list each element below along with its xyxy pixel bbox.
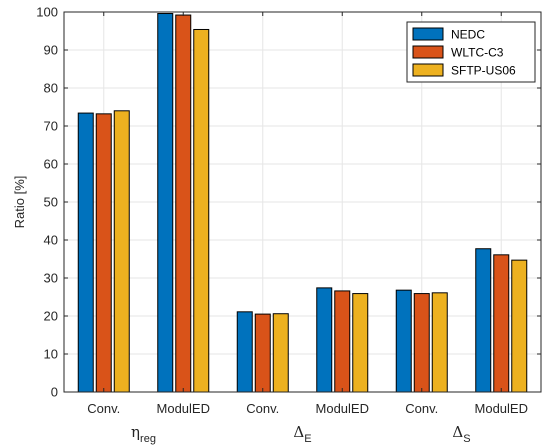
bar bbox=[236, 311, 253, 393]
bar bbox=[475, 248, 492, 393]
group-subscript: S bbox=[463, 433, 470, 445]
bar bbox=[193, 28, 210, 393]
legend-swatch bbox=[412, 27, 444, 41]
bar bbox=[316, 287, 333, 393]
y-axis-label: Ratio [%] bbox=[12, 176, 27, 229]
group-label: ηreg bbox=[131, 423, 156, 445]
y-axis: 0 10 20 30 40 50 60 70 80 90 100 bbox=[36, 5, 541, 400]
legend-swatch bbox=[412, 63, 444, 77]
y-tick-label: 40 bbox=[44, 233, 58, 248]
legend-label: WLTC-C3 bbox=[451, 46, 504, 60]
x-tick-label: ModulED bbox=[157, 401, 210, 416]
y-tick-label: 90 bbox=[44, 43, 58, 58]
y-tick-label: 60 bbox=[44, 157, 58, 172]
y-tick-label: 0 bbox=[51, 385, 58, 400]
legend-label: SFTP-US06 bbox=[451, 64, 516, 78]
legend-swatch bbox=[412, 45, 444, 59]
group-label: ΔS bbox=[452, 423, 470, 445]
x-axis: Conv. ModulED Conv. ModulED Conv. ModulED bbox=[87, 12, 528, 416]
x-tick-label: Conv. bbox=[87, 401, 120, 416]
x-tick-label: Conv. bbox=[246, 401, 279, 416]
bar bbox=[77, 112, 94, 393]
group-label: ΔE bbox=[293, 423, 311, 445]
bar bbox=[352, 293, 369, 393]
bar bbox=[511, 259, 528, 393]
y-tick-label: 30 bbox=[44, 271, 58, 286]
group-subscript: reg bbox=[140, 433, 156, 445]
y-tick-label: 80 bbox=[44, 81, 58, 96]
group-subscript: E bbox=[304, 433, 311, 445]
bar bbox=[175, 14, 192, 393]
bar bbox=[334, 290, 351, 393]
bar bbox=[113, 110, 130, 393]
y-tick-label: 70 bbox=[44, 119, 58, 134]
bar bbox=[157, 13, 174, 393]
group-symbol: η bbox=[131, 423, 140, 441]
bar bbox=[431, 292, 448, 393]
group-symbol: Δ bbox=[293, 423, 304, 441]
y-tick-label: 100 bbox=[36, 5, 58, 20]
bar bbox=[413, 293, 430, 393]
bar bbox=[254, 313, 271, 393]
bar bbox=[395, 289, 412, 393]
legend: NEDC WLTC-C3 SFTP-US06 bbox=[406, 21, 536, 83]
bar bbox=[95, 113, 112, 393]
bar bbox=[272, 313, 289, 393]
x-tick-label: ModulED bbox=[316, 401, 369, 416]
y-tick-label: 20 bbox=[44, 309, 58, 324]
y-tick-label: 10 bbox=[44, 347, 58, 362]
bar bbox=[493, 254, 510, 393]
group-labels: ηreg ΔE ΔS bbox=[131, 423, 471, 445]
group-symbol: Δ bbox=[452, 423, 463, 441]
y-tick-label: 50 bbox=[44, 195, 58, 210]
legend-label: NEDC bbox=[451, 28, 485, 42]
x-tick-label: ModulED bbox=[475, 401, 528, 416]
x-tick-label: Conv. bbox=[405, 401, 438, 416]
